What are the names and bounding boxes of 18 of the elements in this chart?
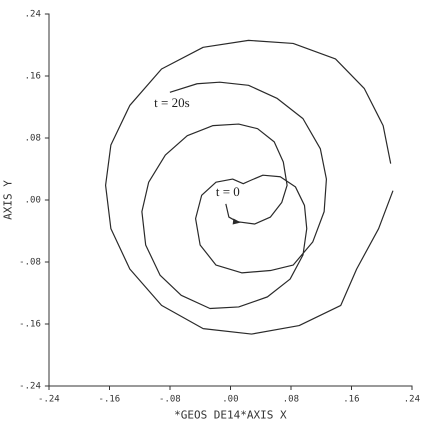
- x-tick-label: -.08: [159, 394, 181, 405]
- x-tick-label: -.24: [38, 394, 60, 405]
- annotation: t = 20s: [154, 95, 190, 110]
- y-tick-label: -.16: [19, 319, 41, 330]
- y-tick-label: .00: [24, 195, 41, 206]
- annotation: t = 0: [216, 184, 240, 199]
- x-axis-title: *GEOS DE14*AXIS X: [174, 408, 288, 422]
- x-tick-label: .00: [222, 394, 239, 405]
- x-tick-label: .08: [282, 394, 300, 405]
- x-tick-label: .24: [404, 394, 420, 405]
- y-tick-label: .16: [24, 71, 41, 82]
- x-tick-label: -.16: [98, 394, 120, 405]
- y-axis-title: AXIS Y: [1, 180, 14, 220]
- y-tick-label: .24: [24, 9, 41, 20]
- y-tick-label: -.24: [19, 381, 41, 392]
- y-tick-label: -.08: [19, 257, 41, 268]
- x-tick-label: .16: [343, 394, 360, 405]
- y-tick-label: .08: [24, 133, 41, 144]
